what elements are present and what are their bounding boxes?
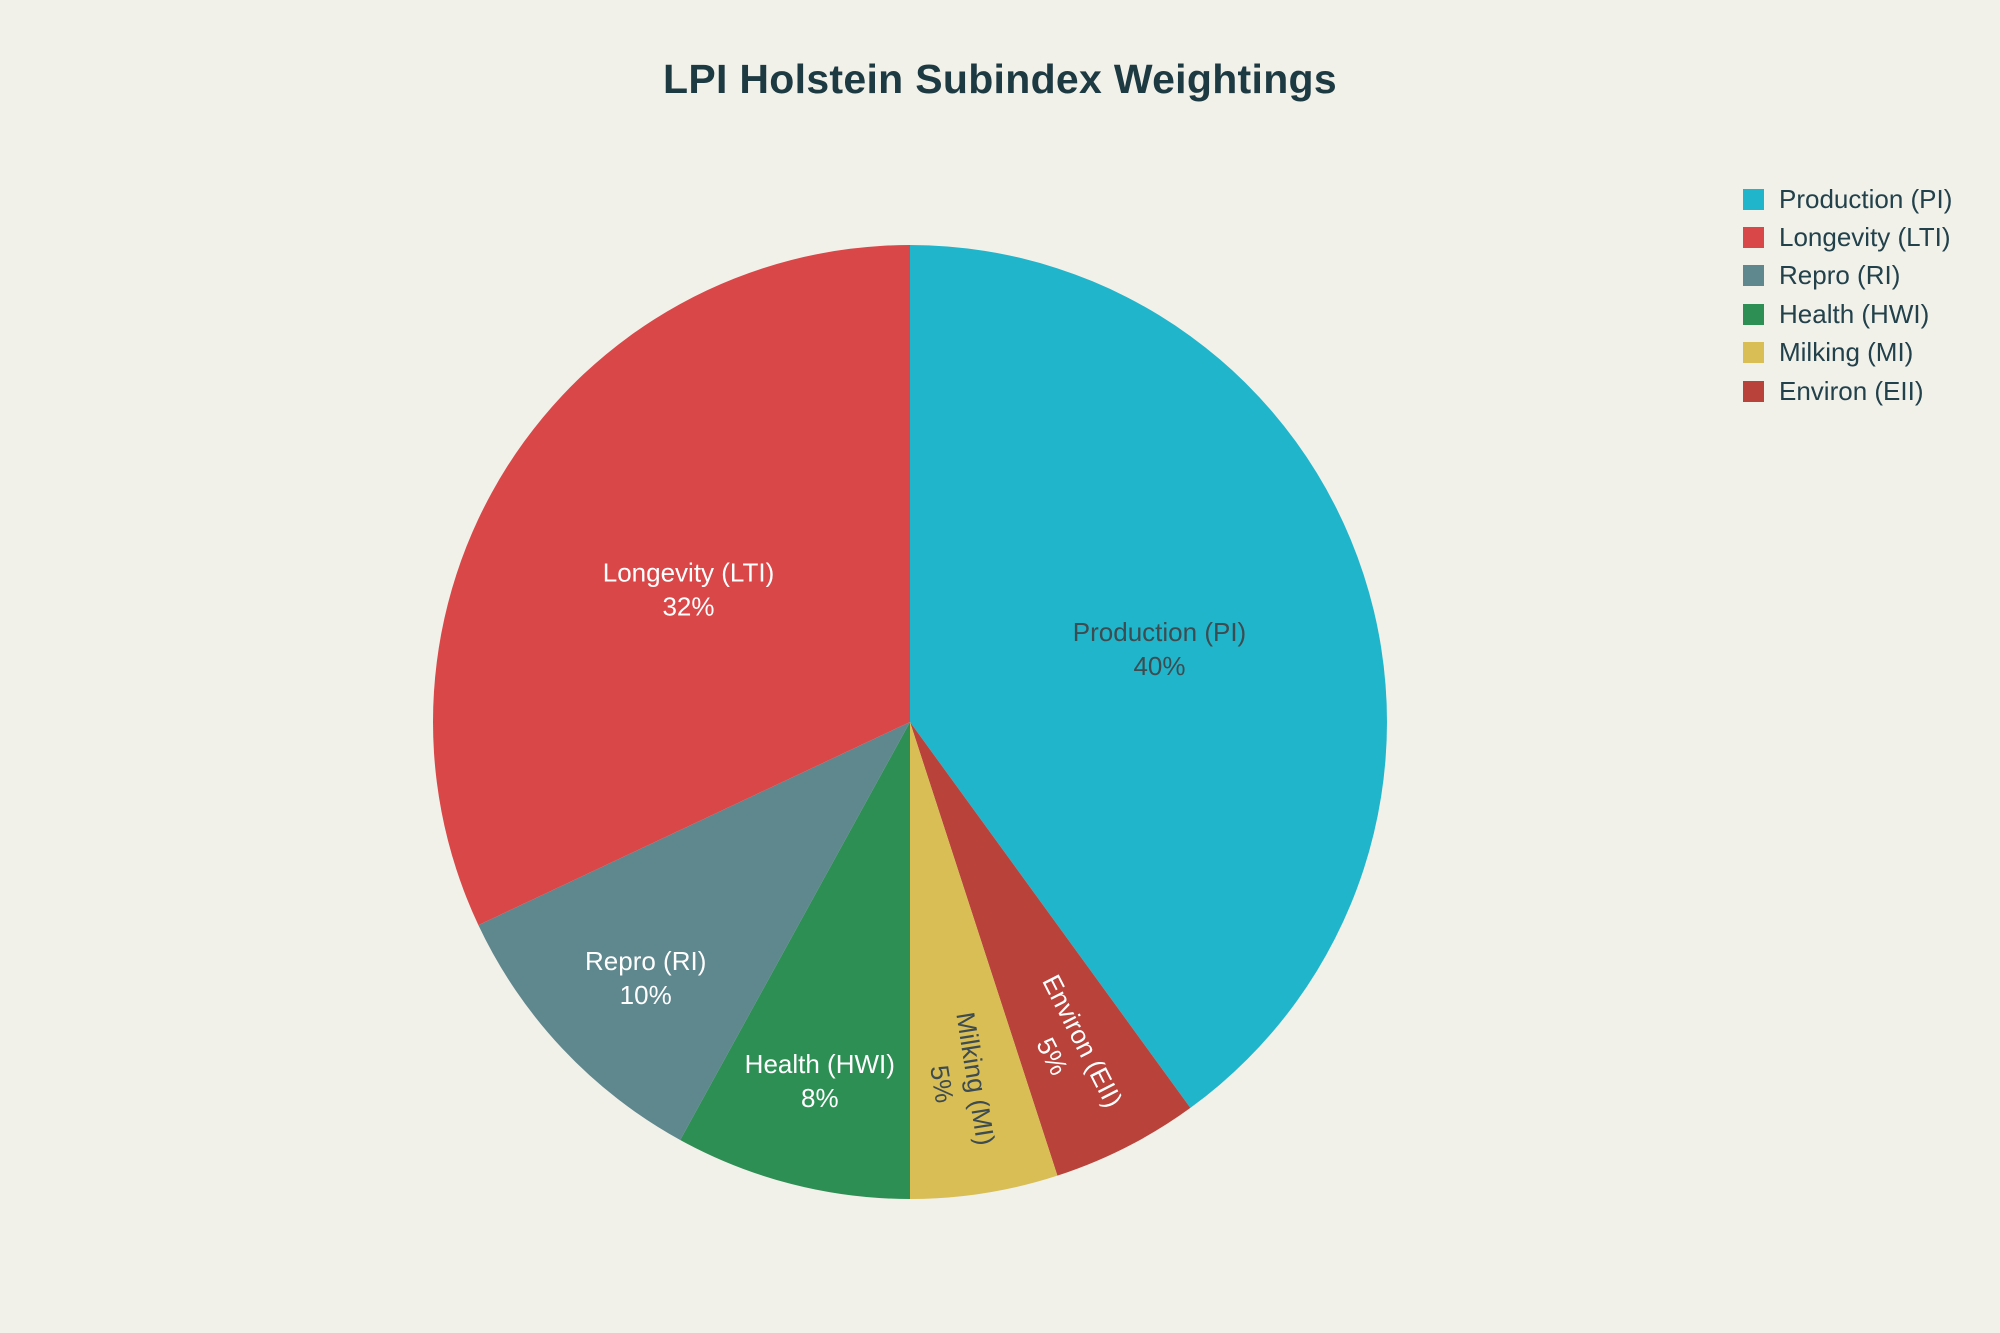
pie-slice-longevity-lti[interactable] [433, 245, 910, 926]
legend-swatch-icon [1743, 380, 1764, 402]
slice-label-production-pi: Production (PI) 40% [1073, 617, 1246, 681]
legend-item-label: Health (HWI) [1779, 298, 1930, 329]
pie-slice-milking-mi[interactable] [910, 722, 1058, 1199]
legend-swatch-icon [1743, 265, 1764, 287]
legend-item-longevity-lti[interactable]: Longevity (LTI) [1743, 218, 1952, 256]
legend-item-label: Longevity (LTI) [1779, 222, 1951, 253]
slice-label-health-hwi: Health (HWI) 8% [745, 1049, 895, 1113]
slice-label-longevity-lti: Longevity (LTI) 32% [603, 557, 774, 621]
legend-item-label: Repro (RI) [1779, 260, 1901, 291]
legend-item-milking-mi[interactable]: Milking (MI) [1743, 334, 1952, 372]
legend-item-environ-eii[interactable]: Environ (EII) [1743, 372, 1952, 410]
legend-swatch-icon [1743, 303, 1764, 325]
legend-swatch-icon [1743, 227, 1764, 249]
pie-slice-environ-eii[interactable] [910, 722, 1191, 1176]
legend-swatch-icon [1743, 342, 1764, 364]
legend-item-repro-ri[interactable]: Repro (RI) [1743, 257, 1952, 295]
pie-slice-production-pi[interactable] [910, 245, 1387, 1108]
pie-slice-repro-ri[interactable] [478, 722, 910, 1140]
legend-item-label: Environ (EII) [1779, 375, 1924, 406]
legend-item-health-hwi[interactable]: Health (HWI) [1743, 295, 1952, 333]
chart-title: LPI Holstein Subindex Weightings [663, 56, 1337, 102]
legend-item-label: Milking (MI) [1779, 337, 1914, 368]
pie-slice-health-hwi[interactable] [680, 722, 910, 1199]
legend-item-production-pi[interactable]: Production (PI) [1743, 180, 1952, 218]
slice-label-repro-ri: Repro (RI) 10% [585, 946, 706, 1010]
legend-item-label: Production (PI) [1779, 183, 1953, 214]
legend-swatch-icon [1743, 188, 1764, 210]
legend: Production (PI) Longevity (LTI) Repro (RI)… [1743, 180, 1952, 410]
